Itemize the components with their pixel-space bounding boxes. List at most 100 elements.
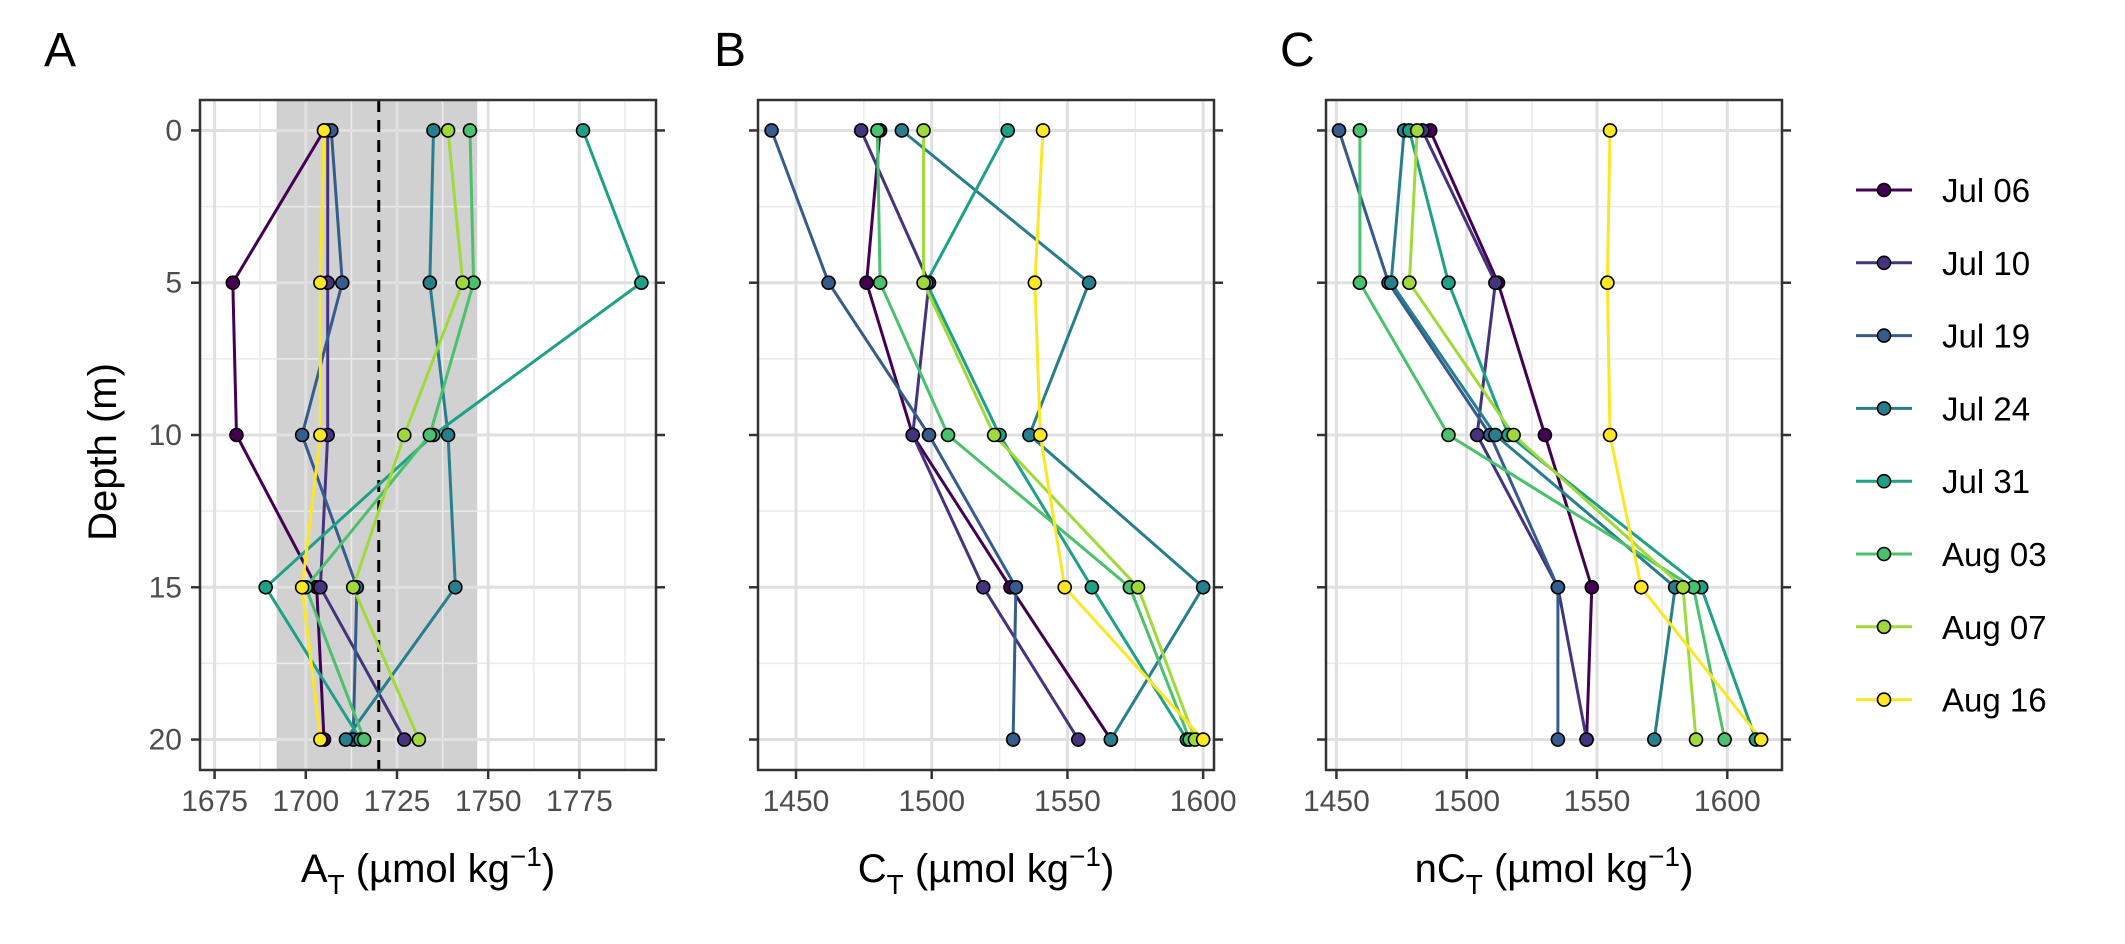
legend-item: Jul 24: [1856, 390, 2030, 427]
data-point: [294, 427, 310, 443]
x-axis-title-B: CT (µmol kg−1): [858, 841, 1115, 900]
data-point: [1000, 123, 1016, 138]
legend-label: Aug 16: [1942, 682, 2047, 719]
data-point: [426, 123, 441, 138]
data-point: [1488, 275, 1503, 291]
data-point: [1035, 123, 1051, 138]
data-point: [225, 275, 241, 291]
data-point: [1195, 579, 1211, 595]
data-point: [1057, 579, 1073, 595]
data-point: [1602, 427, 1618, 443]
data-point: [411, 732, 427, 747]
data-point: [356, 732, 372, 747]
legend-label: Jul 31: [1942, 463, 2030, 500]
data-point: [1027, 275, 1043, 291]
data-point: [821, 275, 836, 291]
legend-marker: [1876, 401, 1892, 416]
data-point: [422, 427, 438, 443]
data-point: [921, 427, 937, 443]
panels: A 0 5 10 15 20 1675 1700 1725 1750 1775 AT (µmol kg…: [44, 24, 1791, 900]
data-point: [940, 427, 956, 443]
data-point: [1675, 579, 1691, 595]
data-point: [575, 123, 591, 138]
legend-marker: [1876, 692, 1892, 707]
y-tick-label: 5: [165, 267, 182, 300]
data-point: [1402, 275, 1417, 291]
legend-item: Aug 07: [1856, 609, 2047, 646]
data-point: [448, 579, 463, 595]
data-point: [338, 732, 354, 747]
x-tick-label: 1600: [1170, 785, 1237, 818]
data-point: [1383, 275, 1399, 291]
x-tick-label: 1750: [455, 785, 522, 818]
data-point: [975, 579, 991, 595]
data-point: [1550, 732, 1566, 747]
data-point: [1195, 732, 1211, 747]
data-point: [1600, 275, 1615, 291]
legend-label: Aug 07: [1942, 609, 2047, 646]
x-tick-label: 1500: [898, 785, 965, 818]
data-point: [1469, 427, 1485, 443]
data-point: [313, 732, 328, 747]
panel-letter-C: C: [1280, 24, 1315, 77]
data-point: [853, 123, 869, 138]
data-point: [1130, 579, 1146, 595]
legend-item: Jul 19: [1856, 318, 2030, 355]
panel-A: A 0 5 10 15 20 1675 1700 1725 1750 1775 AT (µmol kg…: [44, 24, 665, 900]
data-point: [1103, 732, 1119, 747]
legend-marker: [1876, 182, 1892, 198]
x-tick-label: 1700: [272, 785, 339, 818]
legend-marker: [1876, 473, 1892, 489]
data-point: [1331, 123, 1347, 138]
data-point: [1579, 732, 1594, 747]
legend-item: Aug 03: [1856, 536, 2047, 573]
data-point: [1441, 275, 1456, 291]
data-point: [1537, 427, 1553, 443]
y-tick-label: 20: [149, 724, 182, 757]
data-point: [905, 427, 921, 443]
y-tick-label: 15: [149, 571, 182, 604]
x-tick-label: 1775: [546, 785, 613, 818]
legend-label: Aug 03: [1942, 536, 2047, 573]
legend-marker: [1876, 619, 1892, 635]
data-point: [859, 275, 874, 291]
data-point: [1717, 732, 1732, 747]
plot-area-C: [1326, 100, 1782, 770]
data-point: [345, 579, 361, 595]
data-point: [870, 123, 885, 138]
data-point: [334, 275, 350, 291]
data-point: [894, 123, 910, 138]
x-tick-label: 1675: [181, 785, 248, 818]
legend: Jul 06 Jul 10 Jul 19 Jul 24 Jul 31 Aug 03 Aug …: [1856, 172, 2047, 719]
data-point: [1753, 732, 1769, 747]
data-point: [986, 427, 1002, 443]
data-point: [440, 427, 456, 443]
plot-area-A: [200, 100, 656, 770]
data-point: [1081, 275, 1097, 291]
data-point: [1633, 579, 1649, 595]
x-tick-label: 1550: [1034, 785, 1101, 818]
legend-marker: [1876, 546, 1892, 562]
panel-letter-B: B: [714, 24, 746, 77]
data-point: [1584, 579, 1600, 595]
x-tick-label: 1600: [1694, 785, 1761, 818]
x-axis-title-A: AT (µmol kg−1): [301, 841, 555, 900]
plot-area-B: [758, 100, 1214, 770]
data-point: [1084, 579, 1100, 595]
data-point: [462, 123, 478, 138]
data-point: [764, 123, 779, 138]
legend-marker: [1876, 255, 1892, 271]
legend-marker: [1876, 328, 1892, 343]
legend-label: Jul 10: [1942, 245, 2030, 282]
legend-label: Jul 24: [1942, 390, 2030, 427]
data-point: [1409, 123, 1425, 138]
legend-label: Jul 19: [1942, 318, 2030, 355]
data-point: [916, 275, 931, 291]
data-point: [1008, 579, 1024, 595]
data-point: [316, 123, 332, 138]
data-point: [1441, 427, 1456, 443]
y-tick-label: 0: [165, 114, 182, 147]
x-tick-label: 1550: [1564, 785, 1631, 818]
